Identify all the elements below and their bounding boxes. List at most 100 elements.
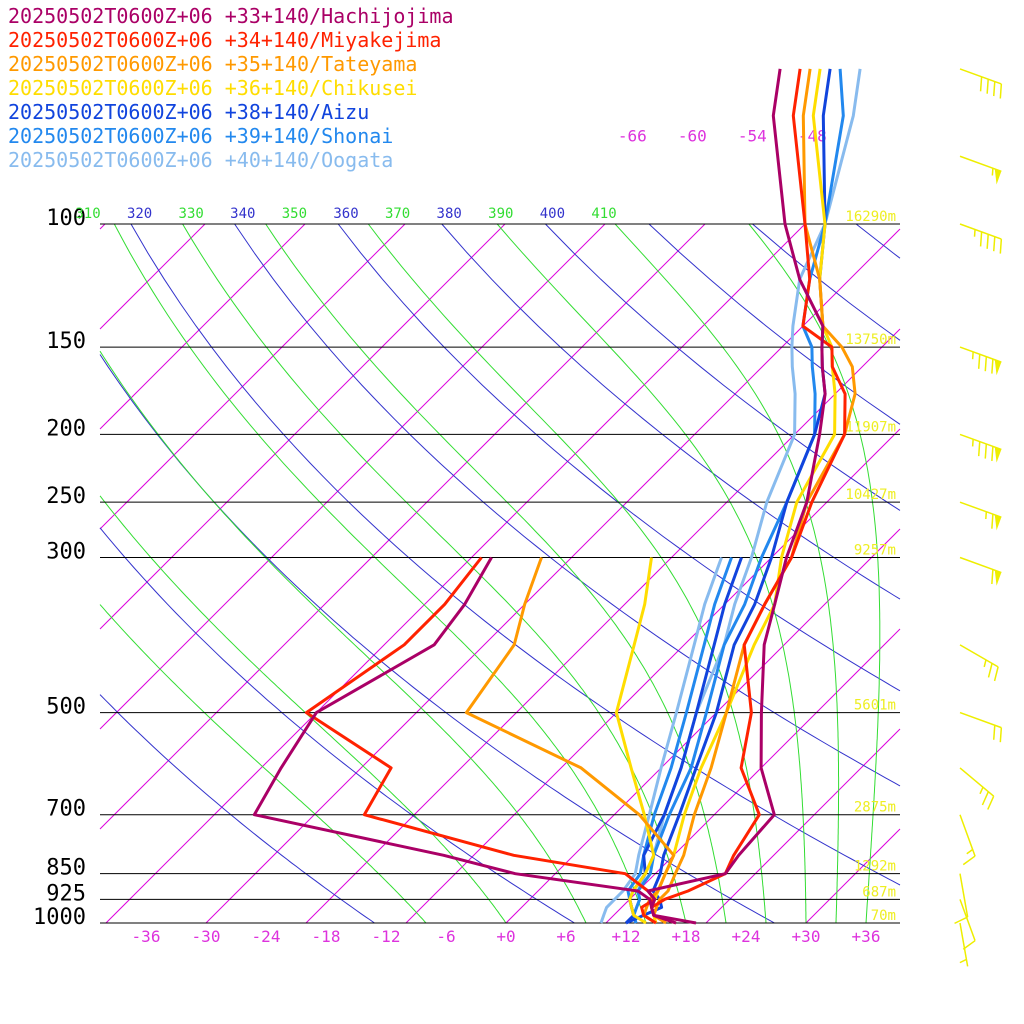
wind-barb-full bbox=[979, 231, 983, 247]
wind-barb-staff bbox=[959, 814, 976, 857]
height-label: 16290m bbox=[845, 209, 896, 225]
theta-label: 400 bbox=[540, 206, 565, 222]
legend-item: 20250502T0600Z+06 +34+140/Miyakejima bbox=[8, 28, 442, 52]
pressure-label: 850 bbox=[46, 856, 86, 881]
theta-label: 370 bbox=[385, 206, 410, 222]
theta-label: 340 bbox=[230, 206, 255, 222]
theta-label: 330 bbox=[179, 206, 204, 222]
sounding-profiles bbox=[252, 68, 862, 925]
wind-barb-staff bbox=[959, 922, 969, 967]
wind-barb bbox=[959, 155, 1002, 185]
wind-barb-full bbox=[986, 234, 989, 249]
wind-barb-pennant bbox=[994, 359, 1002, 376]
dry-adiabat-line bbox=[99, 354, 775, 924]
axis-labels: 100 16290m 150 13750m 200 11907m 250 10427m 300 9… bbox=[33, 127, 896, 946]
wind-barb-full bbox=[993, 666, 999, 682]
dry-adiabat-line bbox=[545, 223, 901, 511]
isotherm-line bbox=[305, 328, 901, 924]
dewpoint-profile bbox=[599, 556, 723, 924]
temperature-tick-label: +18 bbox=[672, 927, 701, 946]
legend-item: 20250502T0600Z+06 +35+140/Tateyama bbox=[8, 52, 418, 76]
dry-adiabat-line bbox=[234, 223, 901, 787]
height-label: 9257m bbox=[854, 543, 896, 559]
wind-barb-full bbox=[962, 940, 976, 950]
wind-barb-staff bbox=[959, 68, 1002, 85]
temperature-tick-label: -18 bbox=[312, 927, 341, 946]
wind-barb-full bbox=[977, 354, 981, 369]
moist-adiabat-lines bbox=[99, 223, 881, 924]
wind-barb-full bbox=[992, 236, 996, 252]
wind-barb bbox=[959, 346, 1002, 376]
theta-label: 350 bbox=[282, 206, 307, 222]
wind-barb-full bbox=[991, 359, 994, 374]
isotherm-line bbox=[105, 223, 806, 924]
theta-label: 390 bbox=[488, 206, 513, 222]
temperature-tick-label: -12 bbox=[372, 927, 401, 946]
wind-barb-half bbox=[979, 786, 984, 795]
height-label: 2875m bbox=[854, 800, 896, 816]
wind-barb-full bbox=[991, 514, 994, 529]
wind-barb-full bbox=[987, 663, 993, 678]
height-label: 10427m bbox=[845, 487, 896, 503]
wind-barb-full bbox=[984, 443, 988, 459]
legend-item: 20250502T0600Z+06 +40+140/Oogata bbox=[8, 148, 394, 172]
wind-barb bbox=[959, 68, 1003, 99]
dry-adiabat-line bbox=[99, 694, 375, 924]
wind-barb-full bbox=[977, 441, 981, 457]
isotherm-line bbox=[99, 223, 106, 230]
wind-barb bbox=[959, 767, 995, 810]
dry-adiabat-line bbox=[441, 223, 901, 600]
isotherm-line bbox=[99, 223, 406, 530]
isotherm-line bbox=[205, 228, 901, 924]
wind-barb bbox=[959, 223, 1003, 254]
wind-barb-half bbox=[959, 958, 967, 964]
wind-barb-half bbox=[971, 439, 974, 447]
isotherm-label: -60 bbox=[678, 127, 707, 146]
wind-barb-full bbox=[984, 356, 988, 372]
wind-barb-pennant bbox=[994, 514, 1002, 531]
wind-barb-full bbox=[999, 727, 1003, 743]
isotherm-line bbox=[805, 828, 901, 924]
wind-barb-full bbox=[954, 916, 968, 925]
wind-barb bbox=[959, 433, 1002, 463]
legend-item: 20250502T0600Z+06 +38+140/Aizu bbox=[8, 100, 370, 124]
wind-barb-full bbox=[991, 569, 994, 585]
isobar-lines bbox=[100, 223, 900, 924]
dry-adiabat-line bbox=[855, 223, 901, 259]
wind-barb bbox=[954, 873, 969, 925]
wind-barb-staff bbox=[959, 644, 999, 668]
isotherm-label: -66 bbox=[618, 127, 647, 146]
pressure-label: 250 bbox=[46, 484, 86, 509]
wind-barb-staff bbox=[959, 873, 969, 918]
wind-barb-staff bbox=[959, 711, 1002, 729]
wind-barb-half bbox=[971, 351, 974, 360]
wind-barb bbox=[959, 556, 1002, 586]
pressure-label: 150 bbox=[46, 329, 86, 354]
isotherm-line bbox=[99, 223, 506, 630]
legend-item: 20250502T0600Z+06 +39+140/Shonai bbox=[8, 124, 394, 148]
moist-adiabat-line bbox=[265, 223, 727, 924]
temperature-tick-label: +6 bbox=[556, 927, 575, 946]
wind-barb-full bbox=[979, 76, 983, 92]
pressure-label: 100 bbox=[46, 206, 86, 231]
wind-barb-full bbox=[981, 791, 990, 806]
theta-label: 310 bbox=[75, 206, 100, 222]
isotherm-line bbox=[99, 223, 306, 430]
wind-barb-full bbox=[992, 81, 996, 97]
wind-barb-half bbox=[973, 229, 976, 237]
moist-adiabat-line bbox=[99, 604, 427, 924]
temperature-tick-label: +24 bbox=[732, 927, 761, 946]
height-label: 11907m bbox=[845, 419, 896, 435]
dry-adiabat-line bbox=[99, 527, 575, 924]
wind-barb-staff bbox=[959, 433, 1002, 451]
isotherm-line bbox=[405, 428, 901, 924]
isotherm-line bbox=[605, 628, 901, 924]
theta-label: 360 bbox=[333, 206, 358, 222]
wind-barb-staff bbox=[959, 501, 1002, 518]
isotherm-line bbox=[705, 728, 901, 924]
temperature-tick-label: +36 bbox=[852, 927, 881, 946]
dewpoint-profile bbox=[304, 556, 657, 925]
theta-label: 410 bbox=[591, 206, 616, 222]
wind-barb-full bbox=[999, 83, 1003, 99]
